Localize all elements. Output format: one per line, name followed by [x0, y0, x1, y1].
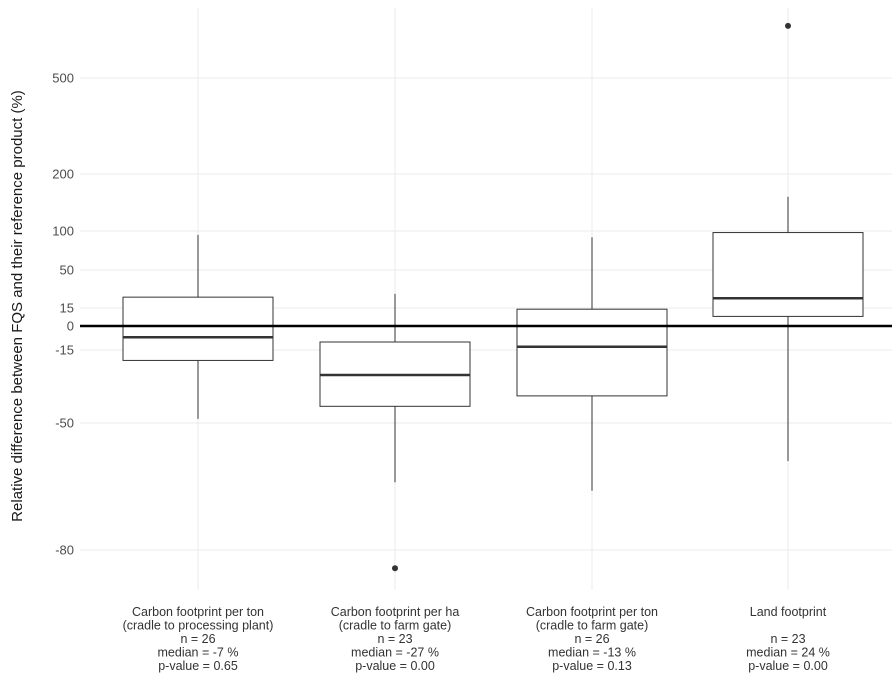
y-tick-label: 0: [67, 319, 74, 334]
y-tick-label: 50: [60, 263, 74, 278]
y-axis-ticks: 500 200 100 50 15 0 -15 -50 -80: [52, 71, 74, 558]
y-tick-label: -50: [55, 416, 74, 431]
category-label-line: [786, 619, 789, 633]
outlier-point: [785, 22, 791, 29]
category-label: Carbon footprint per ton (cradle to proce…: [123, 605, 274, 673]
box-group: [122, 234, 274, 419]
y-axis-title: Relative difference between FQS and thei…: [9, 90, 26, 522]
category-label: Carbon footprint per ton (cradle to farm …: [526, 605, 658, 673]
box-group: [319, 293, 471, 572]
y-tick-label: -15: [55, 343, 74, 358]
y-tick-label: 500: [52, 71, 74, 86]
y-tick-label: 200: [52, 167, 74, 182]
category-label-line: Carbon footprint per ha: [331, 605, 460, 619]
category-label-line: Carbon footprint per ton: [132, 605, 264, 619]
category-label-line: median = -27 %: [351, 646, 439, 660]
category-label-line: n = 23: [770, 632, 805, 646]
box-group: [516, 237, 668, 491]
category-label-line: (cradle to processing plant): [123, 619, 274, 633]
category-label-line: median = 24 %: [746, 646, 830, 660]
category-label: Land footprint n = 23 median = 24 % p-valu…: [746, 605, 830, 673]
category-label-line: p-value = 0.13: [552, 659, 632, 673]
box-iqr: [516, 308, 668, 397]
y-tick-label: 15: [60, 301, 74, 316]
category-label-line: median = -7 %: [158, 646, 239, 660]
box-group: [712, 22, 864, 462]
category-label: Carbon footprint per ha (cradle to farm g…: [331, 605, 460, 673]
outlier-point: [392, 565, 398, 572]
category-label-line: Carbon footprint per ton: [526, 605, 658, 619]
category-label-line: n = 26: [180, 632, 215, 646]
boxes: [122, 22, 864, 572]
category-label-line: Land footprint: [750, 605, 827, 619]
category-label-line: (cradle to farm gate): [339, 619, 452, 633]
category-label-line: median = -13 %: [548, 646, 636, 660]
category-label-line: n = 26: [574, 632, 609, 646]
y-tick-label: 100: [52, 224, 74, 239]
box-iqr: [122, 296, 274, 361]
y-tick-label: -80: [55, 543, 74, 558]
category-labels: Carbon footprint per ton (cradle to proce…: [123, 605, 830, 673]
category-label-line: p-value = 0.00: [748, 659, 828, 673]
category-label-line: p-value = 0.65: [158, 659, 238, 673]
box-iqr: [712, 232, 864, 317]
category-label-line: n = 23: [377, 632, 412, 646]
category-label-line: p-value = 0.00: [355, 659, 435, 673]
category-label-line: (cradle to farm gate): [536, 619, 649, 633]
